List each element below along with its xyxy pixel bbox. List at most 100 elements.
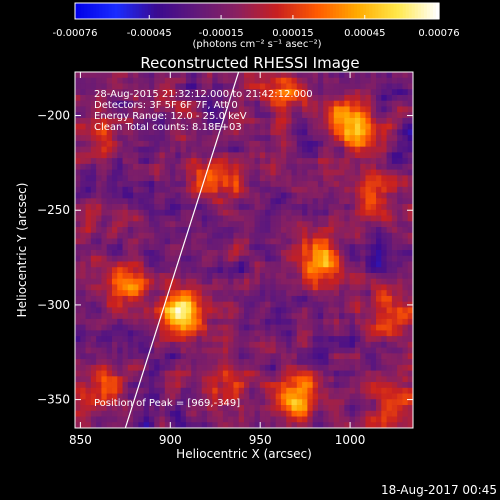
heatmap-cell bbox=[339, 163, 345, 171]
heatmap-cell bbox=[275, 181, 282, 188]
colorbar-cell bbox=[111, 3, 116, 19]
heatmap-cell bbox=[228, 146, 235, 153]
heatmap-cell bbox=[381, 399, 388, 406]
heatmap-cell bbox=[196, 221, 203, 228]
heatmap-cell bbox=[106, 370, 113, 377]
heatmap-cell bbox=[201, 112, 208, 119]
heatmap-cell bbox=[354, 238, 361, 245]
heatmap-cell bbox=[259, 261, 266, 268]
heatmap-cell bbox=[386, 405, 393, 412]
heatmap-cell bbox=[265, 77, 272, 85]
heatmap-cell bbox=[133, 227, 139, 234]
heatmap-cell bbox=[349, 83, 356, 90]
heatmap-cell bbox=[291, 209, 298, 217]
heatmap-cell bbox=[244, 117, 250, 125]
heatmap-cell bbox=[323, 94, 330, 102]
heatmap-cell bbox=[143, 410, 150, 418]
colorbar-cell bbox=[369, 3, 373, 19]
heatmap-cell bbox=[280, 186, 287, 194]
heatmap-cell bbox=[381, 347, 388, 354]
heatmap-cell bbox=[376, 158, 382, 165]
heatmap-cell bbox=[275, 100, 282, 108]
heatmap-cell bbox=[296, 405, 303, 412]
heatmap-cell bbox=[360, 364, 367, 372]
heatmap-cell bbox=[217, 376, 224, 383]
heatmap-cell bbox=[312, 405, 319, 412]
heatmap-cell bbox=[270, 301, 277, 309]
heatmap-cell bbox=[212, 261, 219, 268]
heatmap-cell bbox=[154, 152, 161, 159]
heatmap-cell bbox=[354, 204, 361, 211]
heatmap-cell bbox=[238, 324, 245, 331]
heatmap-cell bbox=[106, 175, 113, 182]
heatmap-cell bbox=[122, 405, 129, 412]
heatmap-cell bbox=[106, 158, 113, 165]
heatmap-cell bbox=[244, 244, 250, 251]
heatmap-cell bbox=[75, 83, 81, 90]
heatmap-cell bbox=[280, 370, 287, 377]
heatmap-cell bbox=[122, 140, 129, 148]
heatmap-cell bbox=[249, 244, 256, 251]
chart-title: Reconstructed RHESSI Image bbox=[140, 54, 359, 72]
heatmap-cell bbox=[170, 318, 176, 326]
heatmap-cell bbox=[127, 250, 134, 257]
heatmap-cell bbox=[386, 209, 393, 217]
heatmap-cell bbox=[133, 410, 139, 418]
heatmap-cell bbox=[164, 393, 171, 400]
heatmap-cell bbox=[302, 336, 308, 343]
heatmap-cell bbox=[80, 192, 87, 199]
heatmap-cell bbox=[185, 77, 192, 85]
heatmap-cell bbox=[175, 347, 182, 354]
heatmap-cell bbox=[80, 83, 87, 90]
heatmap-cell bbox=[154, 198, 161, 205]
heatmap-cell bbox=[265, 347, 272, 354]
heatmap-cell bbox=[312, 146, 319, 153]
heatmap-cell bbox=[244, 261, 250, 268]
heatmap-cell bbox=[344, 301, 351, 309]
heatmap-cell bbox=[249, 301, 256, 309]
heatmap-cell bbox=[127, 181, 134, 188]
heatmap-cell bbox=[344, 272, 351, 280]
heatmap-cell bbox=[280, 238, 287, 245]
heatmap-cell bbox=[254, 186, 261, 194]
heatmap-cell bbox=[381, 278, 388, 286]
heatmap-cell bbox=[349, 353, 356, 360]
heatmap-cell bbox=[122, 181, 129, 188]
heatmap-cell bbox=[212, 330, 219, 337]
heatmap-cell bbox=[175, 359, 182, 366]
heatmap-cell bbox=[111, 175, 118, 182]
heatmap-cell bbox=[159, 221, 166, 228]
heatmap-cell bbox=[122, 112, 129, 119]
heatmap-cell bbox=[191, 405, 198, 412]
heatmap-cell bbox=[344, 238, 351, 245]
heatmap-cell bbox=[90, 123, 97, 131]
heatmap-cell bbox=[307, 307, 314, 314]
heatmap-cell bbox=[323, 227, 330, 234]
heatmap-cell bbox=[201, 181, 208, 188]
heatmap-cell bbox=[85, 301, 92, 309]
heatmap-cell bbox=[80, 364, 87, 372]
heatmap-cell bbox=[80, 267, 87, 274]
heatmap-cell bbox=[85, 370, 92, 377]
heatmap-cell bbox=[302, 169, 308, 176]
heatmap-cell bbox=[333, 290, 340, 297]
heatmap-cell bbox=[80, 140, 87, 148]
heatmap-cell bbox=[106, 72, 113, 79]
heatmap-cell bbox=[302, 232, 308, 240]
heatmap-cell bbox=[328, 123, 335, 131]
heatmap-cell bbox=[196, 278, 203, 286]
heatmap-cell bbox=[333, 330, 340, 337]
heatmap-cell bbox=[312, 112, 319, 119]
heatmap-cell bbox=[249, 261, 256, 268]
heatmap-cell bbox=[185, 324, 192, 331]
heatmap-cell bbox=[270, 255, 277, 263]
heatmap-cell bbox=[407, 290, 413, 297]
heatmap-cell bbox=[344, 72, 351, 79]
heatmap-cell bbox=[302, 204, 308, 211]
heatmap-cell bbox=[117, 106, 124, 113]
heatmap-cell bbox=[328, 163, 335, 171]
heatmap-cell bbox=[317, 89, 324, 96]
heatmap-cell bbox=[148, 261, 155, 268]
heatmap-cell bbox=[164, 261, 171, 268]
heatmap-cell bbox=[180, 152, 187, 159]
